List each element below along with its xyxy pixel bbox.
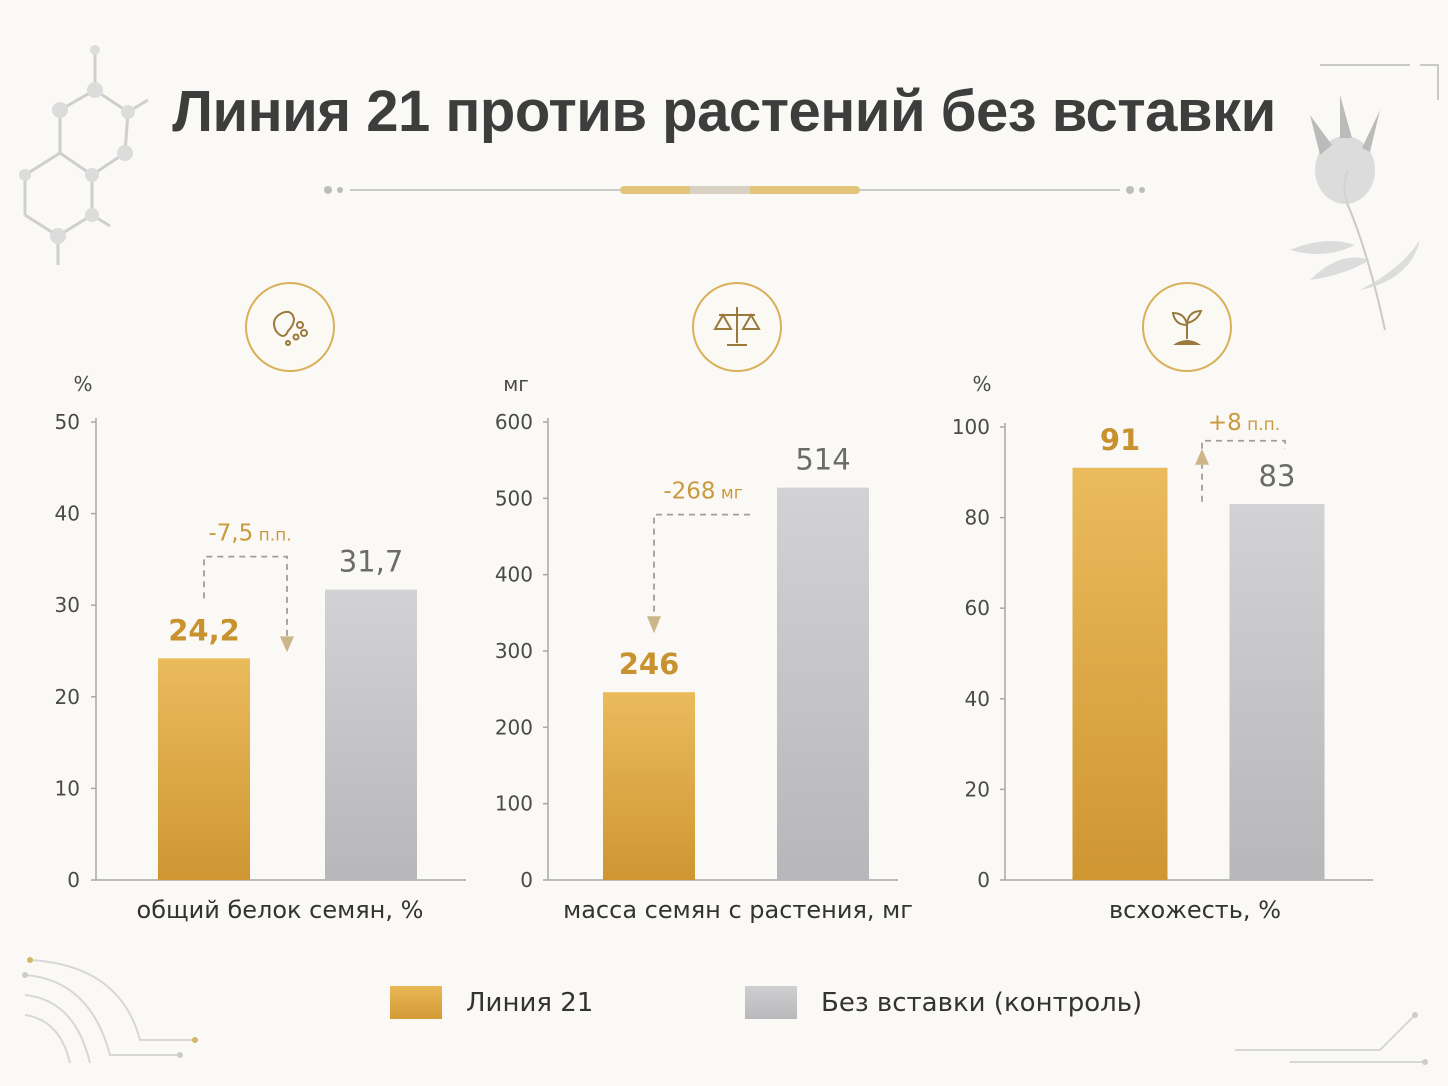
xlabel-protein: общий белок семян, % <box>136 896 424 924</box>
y-unit-label: % <box>73 372 92 396</box>
bar-control <box>777 487 869 880</box>
y-tick-label: 100 <box>952 415 990 439</box>
molecule-decoration <box>19 45 149 265</box>
bar-line21 <box>158 658 250 880</box>
seed-icon <box>245 282 335 372</box>
sprout-icon <box>1142 282 1232 372</box>
data-label: 246 <box>619 647 680 681</box>
delta-label: +8 п.п. <box>1208 410 1280 436</box>
y-tick-label: 400 <box>495 563 533 587</box>
xlabel-germination: всхожесть, % <box>1109 896 1281 924</box>
data-label: 31,7 <box>339 545 404 579</box>
data-label: 83 <box>1259 459 1296 493</box>
y-tick-label: 10 <box>55 776 80 800</box>
data-label: 24,2 <box>168 613 240 647</box>
delta-arrow <box>647 616 661 634</box>
y-tick-label: 30 <box>55 593 80 617</box>
delta-connector <box>1201 439 1286 502</box>
delta-arrow <box>1195 448 1209 465</box>
y-tick-label: 0 <box>520 868 533 892</box>
y-tick-label: 40 <box>55 502 80 526</box>
legend-item-control: Без вставки (контроль) <box>745 986 1142 1019</box>
bar-line21 <box>603 692 695 880</box>
y-tick-label: 100 <box>495 792 533 816</box>
thistle-decoration <box>1290 64 1439 331</box>
xlabel-seed-mass: масса семян с растения, мг <box>563 896 913 924</box>
circuit-decoration-right <box>1235 1012 1428 1065</box>
y-tick-label: 300 <box>495 639 533 663</box>
delta-arrow <box>280 636 294 653</box>
legend-swatch-gray <box>745 986 797 1019</box>
y-tick-label: 0 <box>67 868 80 892</box>
delta-label: -7,5 п.п. <box>208 521 291 547</box>
y-tick-label: 20 <box>55 685 80 709</box>
y-tick-label: 20 <box>965 777 990 801</box>
y-tick-label: 60 <box>965 596 990 620</box>
delta-connector <box>203 555 288 639</box>
title-divider <box>324 186 1145 194</box>
delta-connector <box>653 513 750 618</box>
bar-control <box>325 589 417 880</box>
delta-label: -268 мг <box>663 479 742 505</box>
y-unit-label: мг <box>503 372 529 396</box>
legend-item-line21: Линия 21 <box>390 986 593 1019</box>
y-tick-label: 600 <box>495 410 533 434</box>
bar-control <box>1229 504 1325 880</box>
y-tick-label: 0 <box>977 868 990 892</box>
y-tick-label: 200 <box>495 715 533 739</box>
legend-label: Без вставки (контроль) <box>821 987 1143 1018</box>
y-unit-label: % <box>972 372 991 396</box>
data-label: 91 <box>1100 423 1140 457</box>
y-tick-label: 50 <box>55 410 80 434</box>
y-tick-label: 80 <box>965 506 990 530</box>
page-title: Линия 21 против растений без вставки <box>172 79 1276 144</box>
data-label: 514 <box>795 443 850 477</box>
circuit-decoration <box>22 957 198 1064</box>
y-tick-label: 40 <box>965 687 990 711</box>
legend-swatch-gold <box>390 986 442 1019</box>
y-tick-label: 500 <box>495 486 533 510</box>
scales-icon <box>692 282 782 372</box>
legend-label: Линия 21 <box>466 987 594 1018</box>
bar-line21 <box>1072 467 1168 880</box>
